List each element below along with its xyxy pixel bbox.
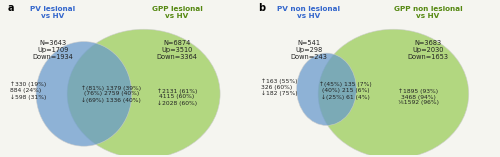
Text: ↑(81%) 1379 (39%)
(76%) 2759 (40%)
↓(69%) 1336 (40%): ↑(81%) 1379 (39%) (76%) 2759 (40%) ↓(69%… — [82, 85, 142, 103]
Text: a: a — [8, 3, 14, 13]
Text: ↑330 (19%)
884 (24%)
↓598 (31%): ↑330 (19%) 884 (24%) ↓598 (31%) — [10, 82, 46, 100]
Text: GPP non lesional
vs HV: GPP non lesional vs HV — [394, 6, 462, 19]
Text: ↑163 (55%)
326 (60%)
↓182 (75%): ↑163 (55%) 326 (60%) ↓182 (75%) — [261, 79, 298, 96]
Text: b: b — [258, 3, 266, 13]
Text: ↑1895 (93%)
3468 (94%)
⅙1592 (96%): ↑1895 (93%) 3468 (94%) ⅙1592 (96%) — [398, 88, 439, 106]
Text: N=3643
Up=1709
Down=1934: N=3643 Up=1709 Down=1934 — [32, 40, 73, 60]
Text: PV non lesional
vs HV: PV non lesional vs HV — [277, 6, 340, 19]
Text: ↑(45%) 135 (7%)
(40%) 215 (6%)
↓(25%) 61 (4%): ↑(45%) 135 (7%) (40%) 215 (6%) ↓(25%) 61… — [319, 82, 372, 100]
Ellipse shape — [67, 29, 220, 157]
Text: PV lesional
vs HV: PV lesional vs HV — [30, 6, 76, 19]
Ellipse shape — [36, 42, 132, 146]
Text: N=541
Up=298
Down=243: N=541 Up=298 Down=243 — [290, 40, 327, 60]
Ellipse shape — [318, 29, 468, 157]
Ellipse shape — [296, 53, 356, 125]
Text: ↑2131 (61%)
4115 (60%)
↓2028 (60%): ↑2131 (61%) 4115 (60%) ↓2028 (60%) — [157, 88, 198, 106]
Text: GPP lesional
vs HV: GPP lesional vs HV — [152, 6, 202, 19]
Text: N=6874
Up=3510
Down=3364: N=6874 Up=3510 Down=3364 — [156, 40, 198, 60]
Text: N=3683
Up=2030
Down=1653: N=3683 Up=2030 Down=1653 — [408, 40, 449, 60]
